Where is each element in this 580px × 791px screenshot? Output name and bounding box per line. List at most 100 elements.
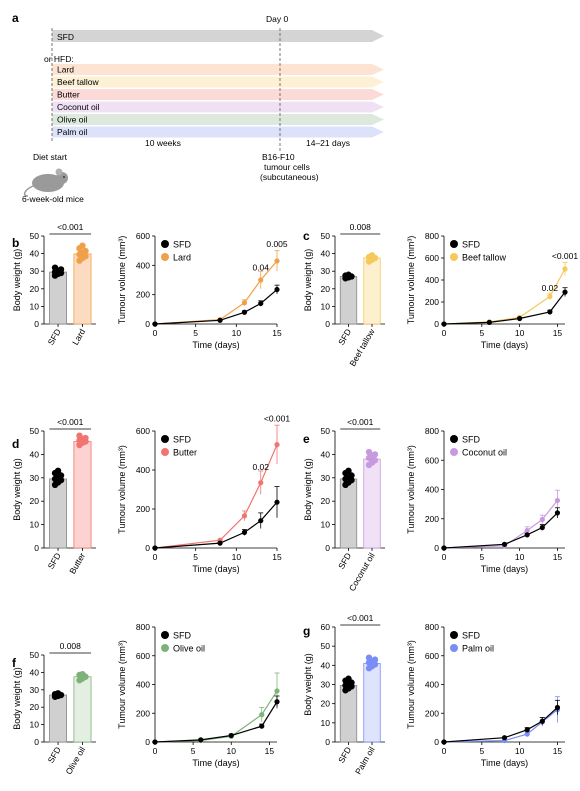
mouse-tail <box>23 185 34 197</box>
y-tick-label: 200 <box>136 504 150 514</box>
x-tick-label: SFD <box>336 327 353 347</box>
p-value-label: <0.001 <box>57 417 84 427</box>
x-tick-label: Butter <box>67 551 87 576</box>
data-point <box>258 480 264 486</box>
diet-arrow-lard <box>52 64 384 75</box>
sfd-arrow <box>52 30 384 42</box>
y-axis-label: Tumour volume (mm³) <box>117 445 127 534</box>
y-tick-label: 200 <box>425 297 439 307</box>
y-tick-label: 50 <box>321 641 331 651</box>
data-point <box>554 704 561 711</box>
data-point <box>82 247 89 255</box>
y-tick-label: 0 <box>34 737 39 747</box>
mouse-ear <box>55 168 63 176</box>
y-tick-label: 0 <box>325 319 330 329</box>
y-tick-label: 200 <box>425 708 439 718</box>
y-tick-label: 50 <box>321 426 331 436</box>
data-point <box>258 518 264 524</box>
x-tick-label: 10 <box>515 552 525 562</box>
x-tick-label: SFD <box>46 327 63 347</box>
y-axis-label: Body weight (g) <box>12 458 22 521</box>
line-chart-b: 0 200 400 600 0 5 10 15 Time (days) Tumour volume… <box>117 231 288 350</box>
series-line-sfd <box>154 289 278 325</box>
y-tick-label: 0 <box>325 543 330 553</box>
y-axis-label: Tumour volume (mm³) <box>406 445 416 534</box>
bar-palm-oil <box>363 663 381 743</box>
y-tick-label: 30 <box>321 266 331 276</box>
legend-marker <box>161 631 169 639</box>
x-tick-label: 5 <box>193 552 198 562</box>
diet-arrow-butter <box>52 89 384 100</box>
data-point <box>517 315 523 322</box>
y-axis-label: Tumour volume (mm³) <box>117 236 127 325</box>
data-point <box>554 510 561 516</box>
y-tick-label: 50 <box>30 650 40 660</box>
y-tick-label: 600 <box>136 651 150 661</box>
y-axis-label: Tumour volume (mm³) <box>406 236 416 325</box>
legend-label: SFD <box>173 240 192 250</box>
data-point <box>365 448 373 456</box>
data-point <box>258 277 264 283</box>
bar-sfd <box>49 271 68 325</box>
y-tick-label: 0 <box>434 319 439 329</box>
day0-label: Day 0 <box>266 14 288 24</box>
diet-label-coconut-oil: Coconut oil <box>57 102 100 112</box>
y-axis-label: Body weight (g) <box>303 249 313 312</box>
y-tick-label: 200 <box>136 708 150 718</box>
y-axis-label: Body weight (g) <box>303 653 313 716</box>
diet-label-butter: Butter <box>57 90 80 100</box>
data-point <box>345 467 352 474</box>
bar-butter <box>73 441 92 549</box>
bar-chart-f: 0 10 20 30 40 50 Body weight (g) SFD Olive oil 0.… <box>12 641 96 776</box>
panel-label-c: c <box>303 229 310 243</box>
data-point <box>274 286 280 293</box>
y-tick-label: 400 <box>425 275 439 285</box>
tumour-line-2: tumour cells <box>264 162 310 172</box>
mouse-icon <box>23 168 68 197</box>
y-tick-label: 30 <box>30 473 40 483</box>
data-point <box>79 670 86 678</box>
y-tick-label: 10 <box>30 520 40 530</box>
x-tick-label: 10 <box>515 328 525 338</box>
line-chart-g: 0 200 400 600 800 0 5 10 15 Time (days) Tumour vol… <box>406 622 565 768</box>
data-point <box>82 434 89 442</box>
mouse-eye <box>63 176 65 178</box>
x-tick-label: 0 <box>153 328 158 338</box>
data-point <box>371 457 379 464</box>
series-line-beef-tallow <box>443 268 566 325</box>
panel-label-g: g <box>303 624 310 638</box>
y-tick-label: 600 <box>136 426 150 436</box>
y-tick-label: 40 <box>30 449 40 459</box>
legend-marker <box>161 448 169 456</box>
y-tick-label: 60 <box>321 622 331 632</box>
data-point <box>241 300 248 306</box>
data-point <box>79 242 86 249</box>
data-point <box>241 529 248 536</box>
x-tick-label: 0 <box>442 328 447 338</box>
legend-label: Butter <box>173 448 197 458</box>
x-tick-label: 0 <box>442 552 447 562</box>
data-point <box>524 727 530 733</box>
mouse-body <box>32 174 64 192</box>
data-point <box>259 723 265 729</box>
bar-coconut-oil <box>363 458 381 549</box>
legend-label: SFD <box>462 631 481 641</box>
y-tick-label: 20 <box>30 702 40 712</box>
data-point <box>547 293 553 300</box>
data-point <box>217 317 223 323</box>
diet-arrow-olive-oil <box>52 114 384 125</box>
panel-label-b: b <box>12 236 19 250</box>
data-point <box>547 309 553 315</box>
bar-chart-d: 0 10 20 30 40 50 Body weight (g) SFD Butter <0.00… <box>12 417 96 576</box>
diet-start-label: Diet start <box>33 152 68 162</box>
x-axis-label: Time (days) <box>481 758 528 768</box>
legend-label: Olive oil <box>173 644 205 654</box>
data-point <box>345 271 352 278</box>
data-point <box>54 467 62 474</box>
line-chart-c: 0 200 400 600 800 0 5 10 15 Time (days) Tumour vol… <box>406 231 578 350</box>
data-point <box>554 497 561 504</box>
y-tick-label: 200 <box>425 514 439 524</box>
data-point <box>241 513 248 519</box>
